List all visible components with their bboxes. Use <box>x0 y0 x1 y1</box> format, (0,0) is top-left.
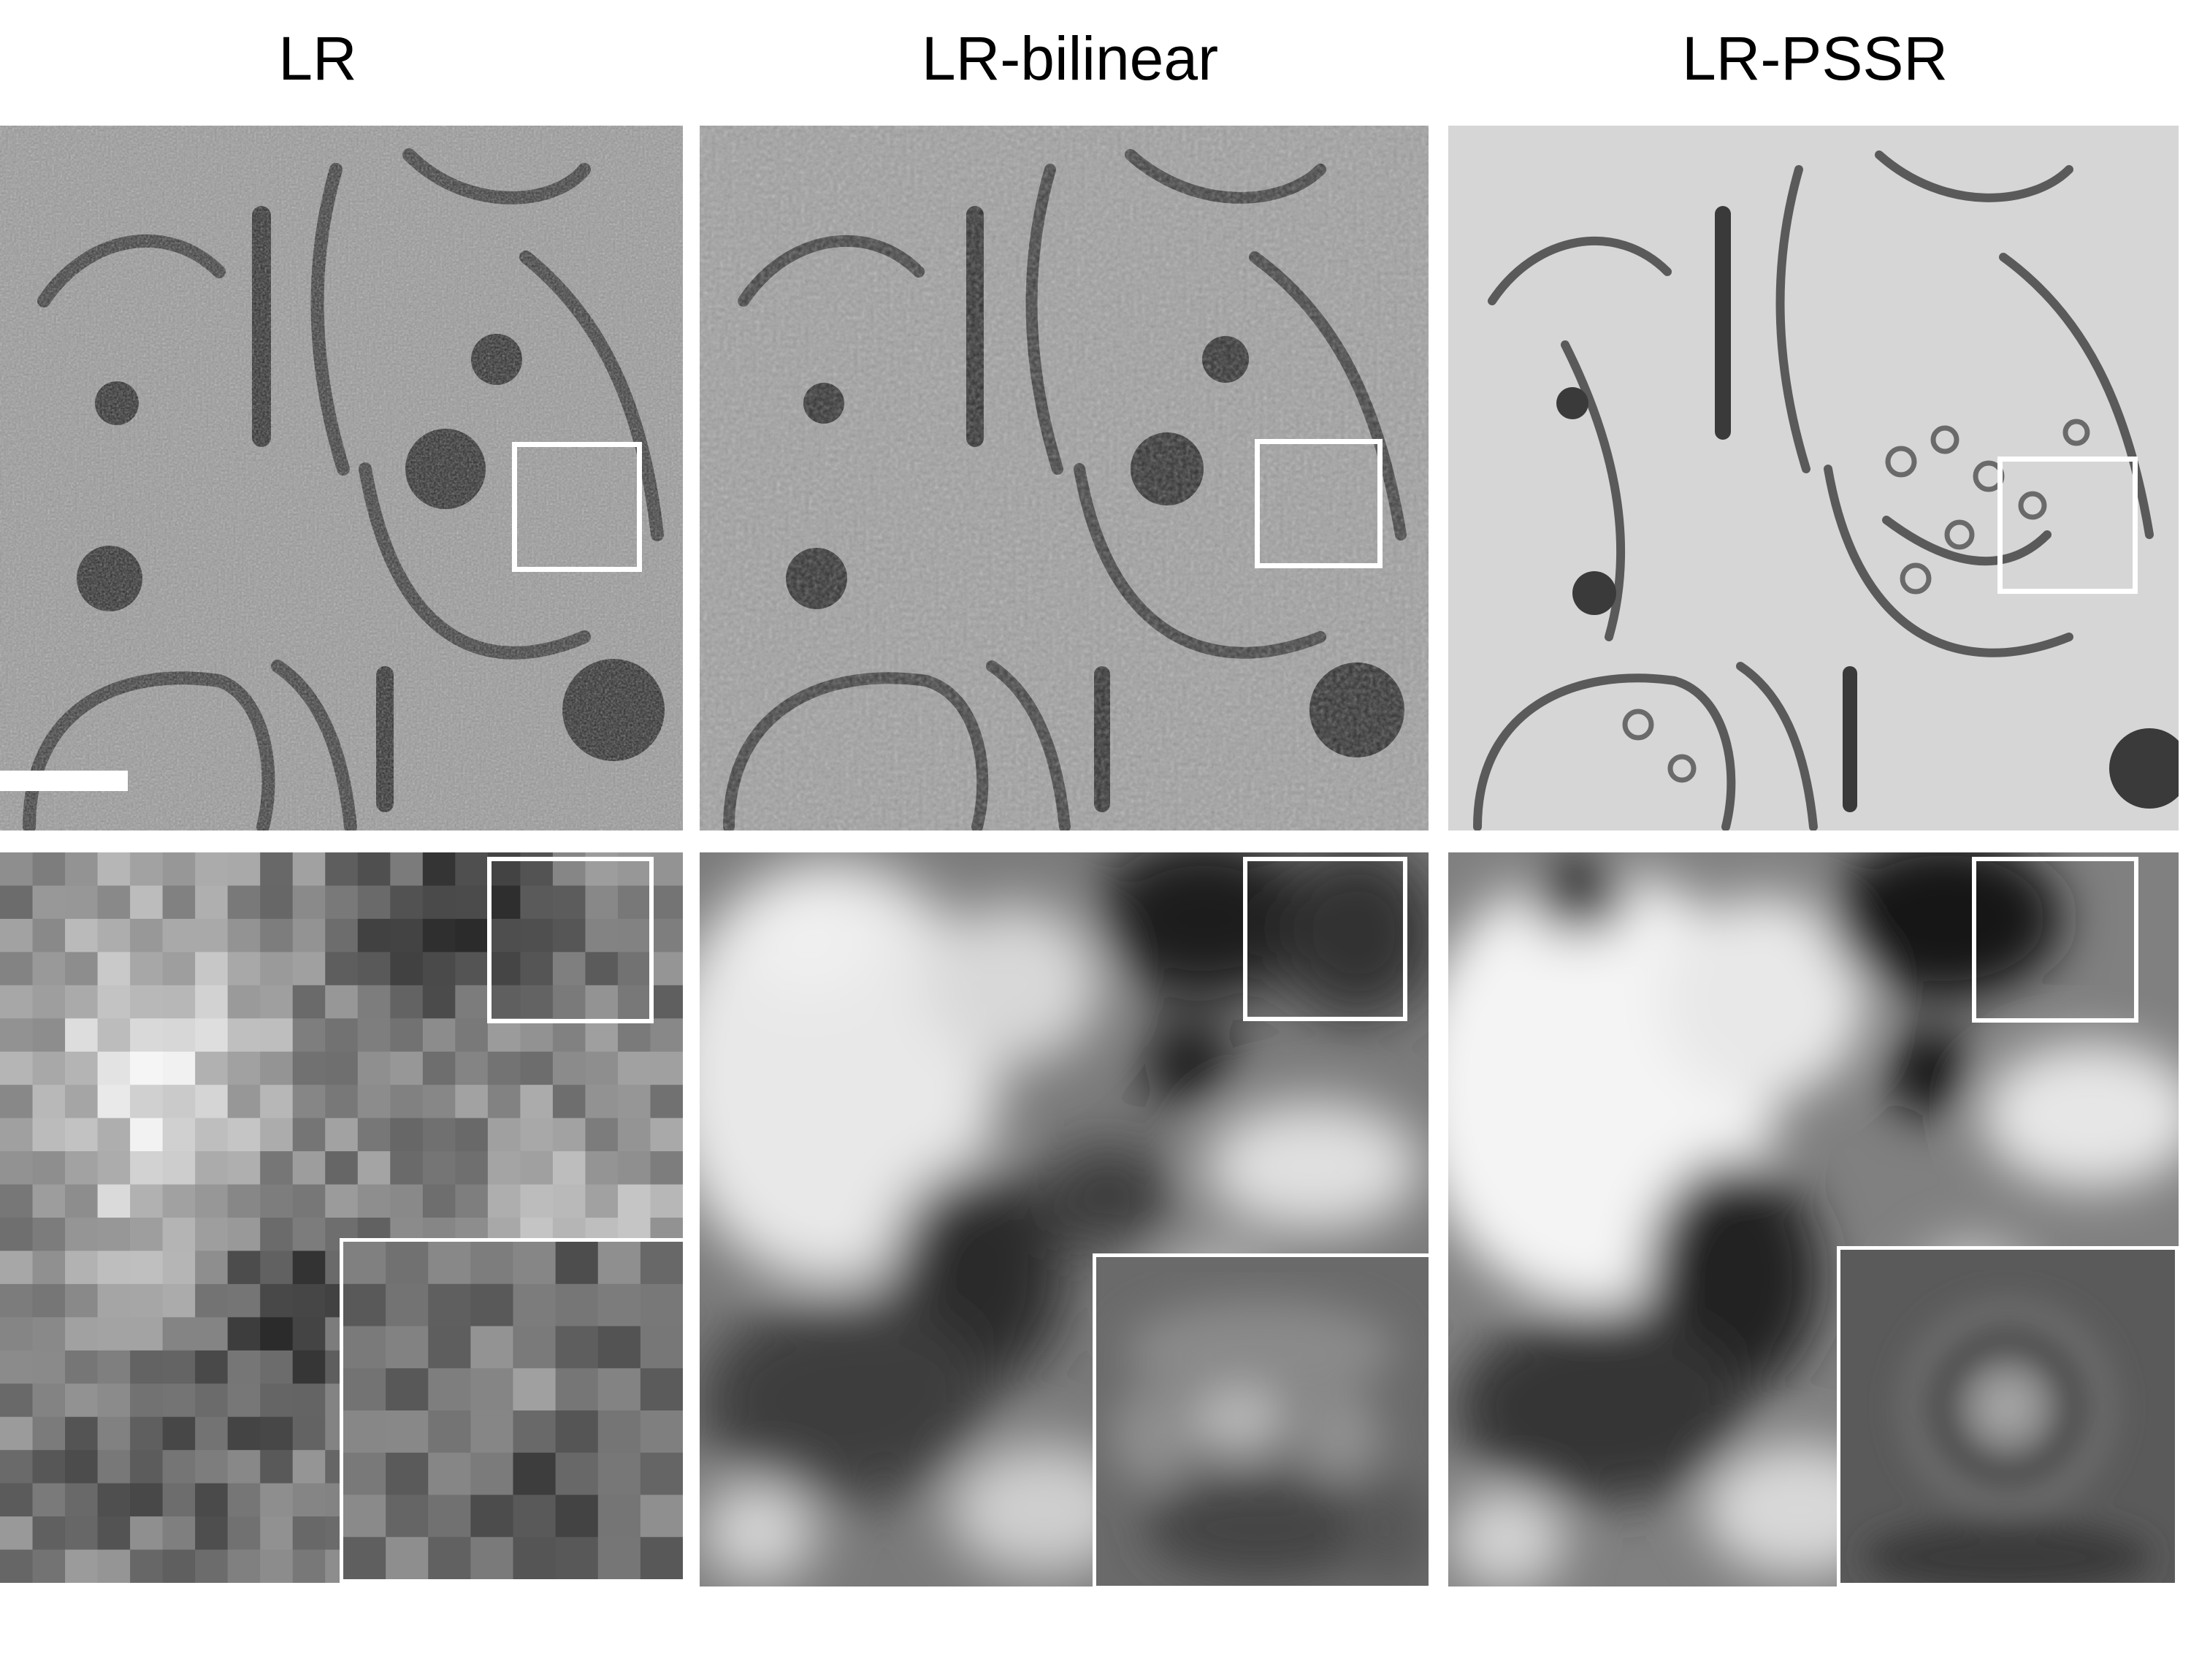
lr-bilinear-overview-image <box>700 126 1429 831</box>
lr-pssr-inset-magnified <box>1837 1246 2179 1587</box>
lr-inset-magnified <box>340 1238 687 1583</box>
lr-bilinear-roi-box <box>1255 439 1383 568</box>
lr-zoom-roi-box <box>487 857 654 1023</box>
lr-bilinear-zoom-roi-box <box>1243 857 1407 1021</box>
lr-roi-box <box>512 442 642 572</box>
column-title-lr-bilinear: LR-bilinear <box>921 24 1219 93</box>
lr-overview-image <box>0 126 683 831</box>
lr-pssr-overview-image <box>1448 126 2179 831</box>
lr-pssr-zoom-roi-box <box>1972 857 2138 1023</box>
column-title-lr: LR <box>278 24 357 93</box>
lr-pssr-zoom-image <box>1448 852 2179 1587</box>
lr-bilinear-inset-magnified <box>1093 1253 1432 1589</box>
scale-bar <box>0 771 128 791</box>
lr-pssr-roi-box <box>1997 457 2138 594</box>
column-title-lr-pssr: LR-PSSR <box>1681 24 1949 93</box>
